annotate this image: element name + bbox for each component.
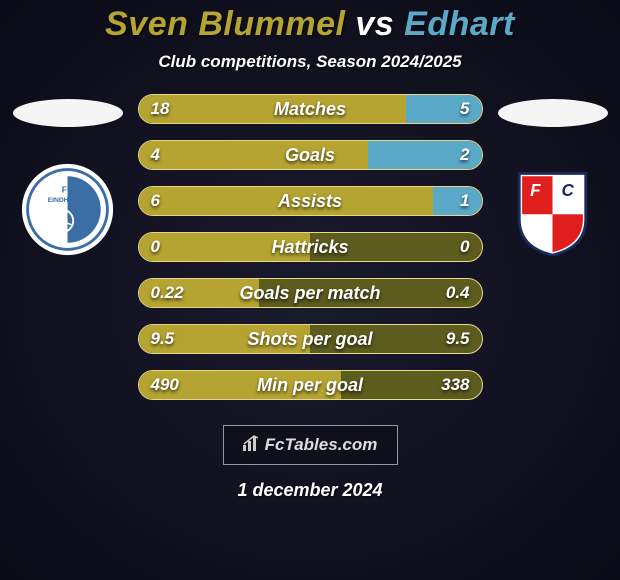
stat-value-left: 0.22 [151, 283, 184, 303]
stat-value-left: 0 [151, 237, 160, 257]
date-text: 1 december 2024 [237, 480, 382, 501]
stat-bar: 18 Matches 5 [138, 94, 483, 124]
stat-label: Min per goal [257, 375, 363, 396]
player1-photo-placeholder [13, 99, 123, 127]
page-title: Sven Blummel vs Edhart [105, 5, 515, 44]
stat-value-right: 0 [460, 237, 469, 257]
svg-text:FC: FC [62, 184, 73, 194]
stat-value-right: 338 [441, 375, 469, 395]
stat-bar-right-fill [406, 95, 481, 123]
stat-value-left: 18 [151, 99, 170, 119]
stat-value-right: 1 [460, 191, 469, 211]
stat-label: Goals per match [239, 283, 380, 304]
player1-name: Sven Blummel [105, 5, 345, 43]
team2-crest: F C [505, 162, 600, 257]
stat-value-left: 490 [151, 375, 179, 395]
stat-bar: 6 Assists 1 [138, 186, 483, 216]
stat-bar: 490 Min per goal 338 [138, 370, 483, 400]
stat-label: Shots per goal [247, 329, 372, 350]
stat-label: Goals [285, 145, 335, 166]
stat-bar: 4 Goals 2 [138, 140, 483, 170]
stat-value-right: 9.5 [446, 329, 470, 349]
team1-crest: FC EINDHOVEN [20, 162, 115, 257]
subtitle: Club competitions, Season 2024/2025 [158, 52, 461, 72]
stat-label: Hattricks [271, 237, 348, 258]
stat-value-right: 2 [460, 145, 469, 165]
stat-value-right: 5 [460, 99, 469, 119]
vs-text: vs [355, 5, 394, 43]
stat-value-left: 9.5 [151, 329, 175, 349]
chart-icon [243, 435, 261, 456]
stat-value-left: 6 [151, 191, 160, 211]
stat-value-left: 4 [151, 145, 160, 165]
right-side: F C [493, 94, 613, 257]
content-row: FC EINDHOVEN 18Matches54Goals26Assists10… [0, 94, 620, 400]
stat-bar-right-fill [433, 187, 481, 215]
stat-label: Matches [274, 99, 346, 120]
stats-column: 18 Matches 5 4 Goals 2 6 Assists 1 0 Hattricks 0 0.2… [138, 94, 483, 400]
stat-bar: 0 Hattricks 0 [138, 232, 483, 262]
stat-bar: 0.22 Goals per match 0.4 [138, 278, 483, 308]
eindhoven-crest-icon: FC EINDHOVEN [20, 162, 115, 257]
stat-bar-left-fill [139, 95, 407, 123]
stat-bar: 9.5 Shots per goal 9.5 [138, 324, 483, 354]
container: Sven Blummel vs Edhart Club competitions… [0, 0, 620, 580]
svg-text:F: F [530, 181, 541, 200]
footer-logo-text: FcTables.com [265, 435, 378, 455]
left-side: FC EINDHOVEN [8, 94, 128, 257]
stat-label: Assists [278, 191, 342, 212]
player2-photo-placeholder [498, 99, 608, 127]
player2-name: Edhart [404, 5, 515, 43]
utrecht-crest-icon: F C [505, 162, 600, 257]
stat-value-right: 0.4 [446, 283, 470, 303]
footer-logo: FcTables.com [223, 425, 398, 465]
svg-text:C: C [562, 181, 575, 200]
svg-text:EINDHOVEN: EINDHOVEN [48, 197, 88, 204]
